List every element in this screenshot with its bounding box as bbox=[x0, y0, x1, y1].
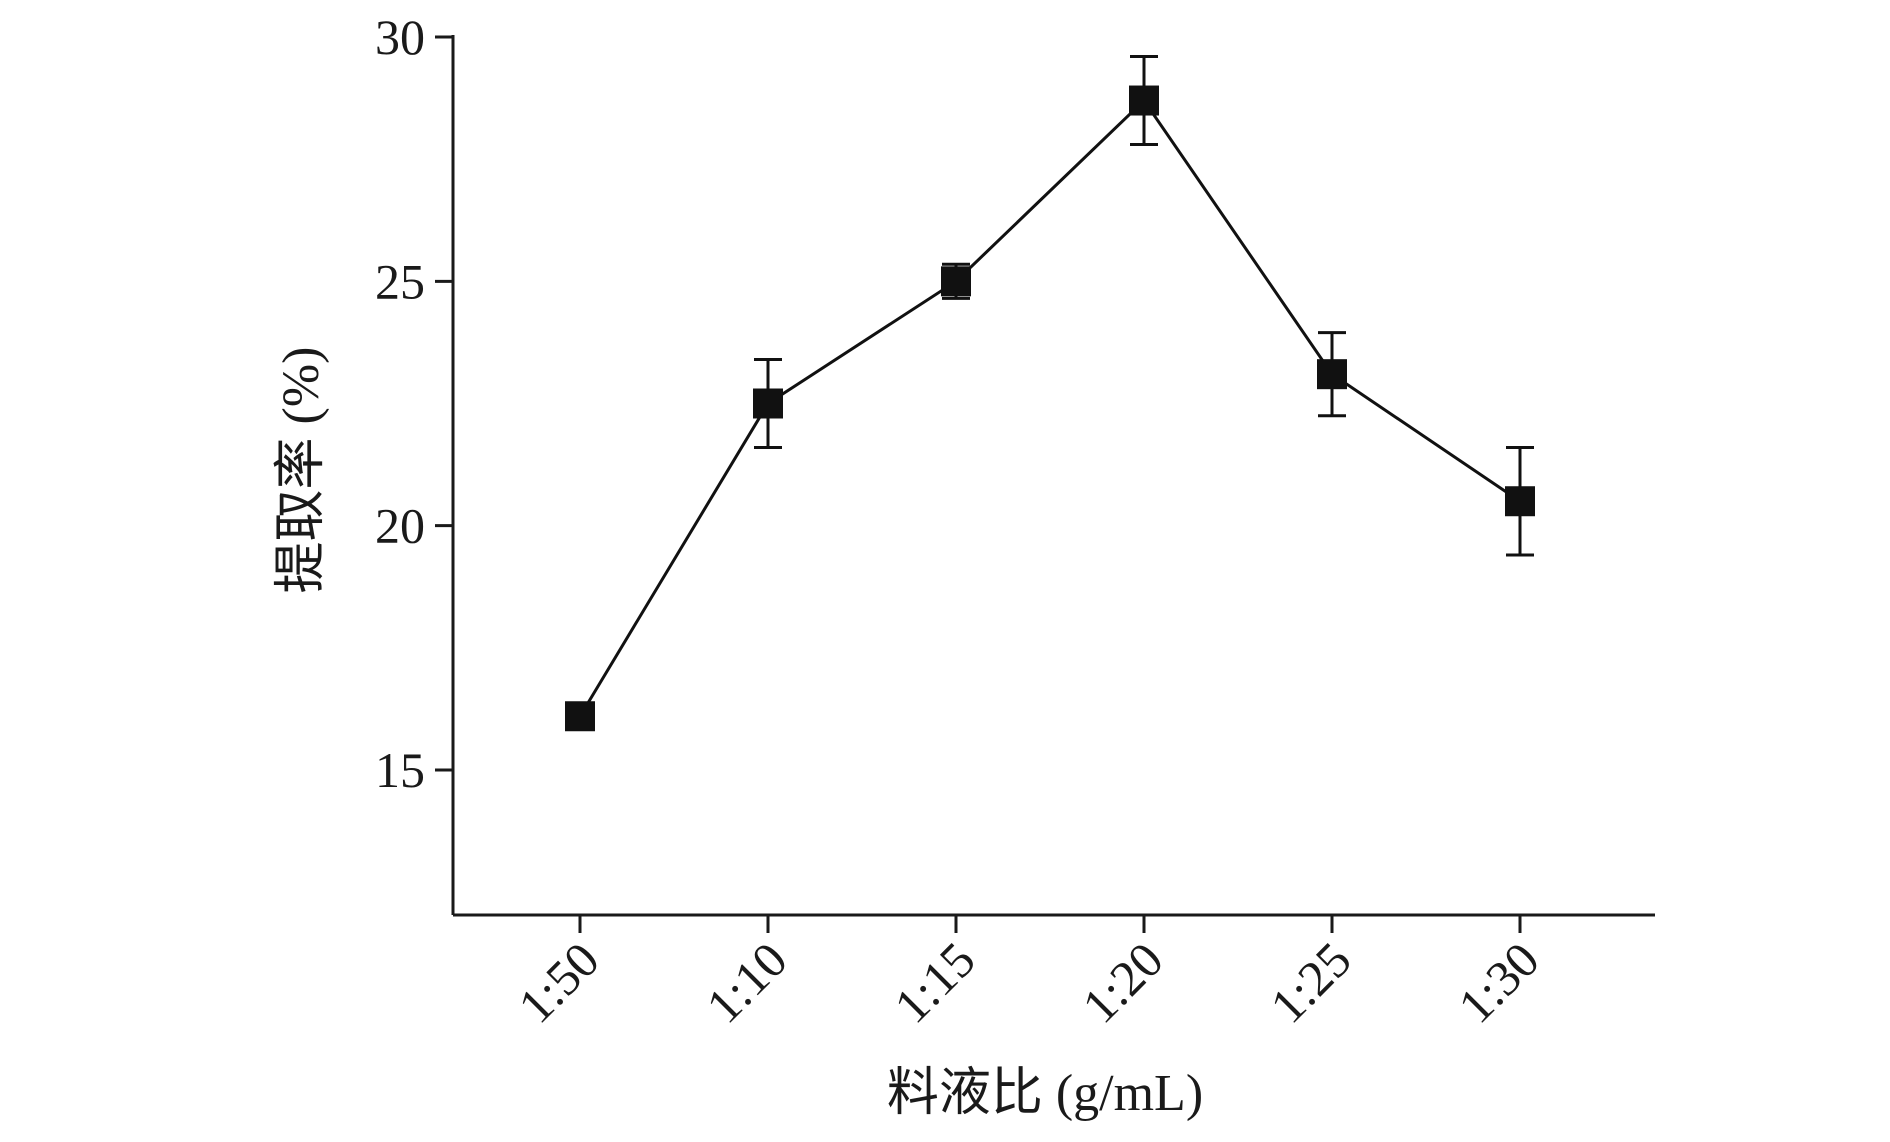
x-ticks: 1:50 1:10 1:15 1:20 1:25 1:30 bbox=[507, 915, 1550, 1034]
x-tick-label-2: 1:15 bbox=[883, 931, 985, 1033]
data-point-1 bbox=[753, 388, 783, 419]
series-line-0 bbox=[578, 98, 1521, 718]
data-point-2 bbox=[941, 266, 971, 297]
data-point-4 bbox=[1317, 359, 1347, 390]
x-tick-label-1: 1:10 bbox=[695, 931, 797, 1033]
y-axis-title: 提取率 (%) bbox=[273, 347, 330, 594]
series-layer bbox=[565, 55, 1535, 732]
data-point-3 bbox=[1129, 85, 1159, 116]
axes bbox=[451, 35, 1655, 917]
data-point-5 bbox=[1505, 486, 1535, 517]
x-axis-title: 料液比 (g/mL) bbox=[887, 1065, 1203, 1122]
y-tick-label-25: 25 bbox=[375, 253, 425, 309]
y-ticks: 15 20 25 30 bbox=[375, 9, 453, 798]
y-tick-label-30: 30 bbox=[375, 9, 425, 65]
y-tick-label-20: 20 bbox=[375, 498, 425, 554]
data-point-0 bbox=[565, 701, 595, 732]
x-tick-label-3: 1:20 bbox=[1071, 931, 1173, 1033]
x-tick-label-5: 1:30 bbox=[1447, 931, 1549, 1033]
y-tick-label-15: 15 bbox=[375, 742, 425, 798]
x-tick-label-4: 1:25 bbox=[1259, 931, 1361, 1033]
x-tick-label-0: 1:50 bbox=[507, 931, 609, 1033]
